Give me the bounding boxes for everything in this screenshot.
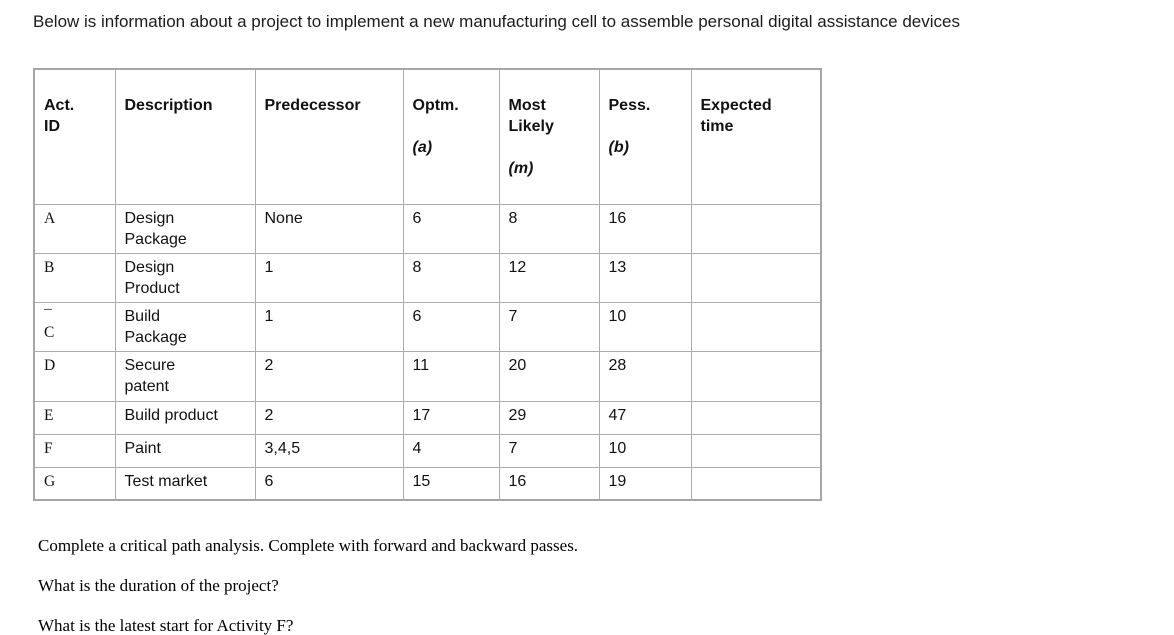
- table-row-e: E Build product 2 17 29 47: [33, 400, 822, 435]
- cell-description: Build product: [114, 400, 256, 435]
- cell-act-id: E: [33, 400, 116, 435]
- cell-act-id: B: [33, 252, 116, 304]
- cell-most-likely: 20: [498, 351, 600, 402]
- cell-pessimistic: 16: [598, 203, 692, 254]
- cell-optimistic: 17: [402, 400, 500, 435]
- cell-pessimistic: 13: [598, 252, 692, 304]
- questions-block: Complete a critical path analysis. Compl…: [38, 536, 1154, 635]
- table-body: A Design Package None 6 8 16 B Design Pr…: [33, 203, 822, 501]
- cell-pessimistic: 10: [598, 433, 692, 468]
- cell-act-id: D: [33, 351, 116, 402]
- cell-optimistic: 6: [402, 302, 500, 353]
- cell-act-id: A: [33, 203, 116, 254]
- question-project-duration: What is the duration of the project?: [38, 576, 279, 596]
- instruction-critical-path: Complete a critical path analysis. Compl…: [38, 536, 579, 556]
- cell-expected-time: [690, 203, 822, 254]
- header-label: Act. ID: [44, 97, 75, 136]
- table-row-b: B Design Product 1 8 12 13: [33, 252, 822, 304]
- table-row-c: ¯ C Build Package 1 6 7 10: [33, 302, 822, 353]
- cell-most-likely: 16: [498, 466, 600, 501]
- header-label: Most Likely: [508, 97, 554, 136]
- table-row-f: F Paint 3,4,5 4 7 10: [33, 433, 822, 468]
- cell-most-likely: 7: [498, 433, 600, 468]
- cell-expected-time: [690, 400, 822, 435]
- cell-pessimistic: 19: [598, 466, 692, 501]
- header-expected-time: Expected time: [690, 68, 822, 205]
- activity-table: Act. ID Description Predecessor Optm. (a…: [33, 68, 822, 502]
- header-predecessor: Predecessor: [254, 68, 404, 205]
- cell-optimistic: 8: [402, 252, 500, 304]
- cell-optimistic: 6: [402, 203, 500, 254]
- table-row-g: G Test market 6 15 16 19: [33, 466, 822, 501]
- cell-expected-time: [690, 433, 822, 468]
- header-label: Description: [124, 97, 213, 115]
- cell-description: Secure patent: [114, 351, 256, 402]
- table-header: Act. ID Description Predecessor Optm. (a…: [33, 68, 822, 205]
- cell-most-likely: 29: [498, 400, 600, 435]
- header-sublabel: (a): [412, 139, 433, 157]
- cell-pessimistic: 47: [598, 400, 692, 435]
- header-sublabel: (m): [508, 160, 534, 178]
- cell-optimistic: 4: [402, 433, 500, 468]
- cell-predecessor: 6: [254, 466, 404, 501]
- header-row: Act. ID Description Predecessor Optm. (a…: [33, 68, 822, 205]
- table-row-a: A Design Package None 6 8 16: [33, 203, 822, 254]
- cell-predecessor: 3,4,5: [254, 433, 404, 468]
- cell-act-id: G: [33, 466, 116, 501]
- cell-act-id: F: [33, 433, 116, 468]
- cell-description: Design Product: [114, 252, 256, 304]
- cell-optimistic: 11: [402, 351, 500, 402]
- cell-expected-time: [690, 252, 822, 304]
- table-row-d: D Secure patent 2 11 20 28: [33, 351, 822, 402]
- header-label: Pess.: [608, 97, 651, 115]
- header-sublabel: (b): [608, 139, 629, 157]
- cell-description: Paint: [114, 433, 256, 468]
- cell-most-likely: 12: [498, 252, 600, 304]
- header-most-likely: Most Likely (m): [498, 68, 600, 205]
- cell-expected-time: [690, 302, 822, 353]
- cell-predecessor: 2: [254, 400, 404, 435]
- cell-expected-time: [690, 351, 822, 402]
- cell-description: Design Package: [114, 203, 256, 254]
- cell-description: Build Package: [114, 302, 256, 353]
- cell-act-id: ¯ C: [33, 302, 116, 353]
- cell-expected-time: [690, 466, 822, 501]
- cell-optimistic: 15: [402, 466, 500, 501]
- header-pessimistic: Pess. (b): [598, 68, 692, 205]
- cell-pessimistic: 10: [598, 302, 692, 353]
- header-label: Expected time: [700, 97, 772, 136]
- cell-pessimistic: 28: [598, 351, 692, 402]
- header-label: Predecessor: [264, 97, 361, 115]
- cell-predecessor: 2: [254, 351, 404, 402]
- header-optimistic: Optm. (a): [402, 68, 500, 205]
- cell-most-likely: 7: [498, 302, 600, 353]
- cell-most-likely: 8: [498, 203, 600, 254]
- cell-predecessor: 1: [254, 252, 404, 304]
- header-description: Description: [114, 68, 256, 205]
- question-latest-start-f: What is the latest start for Activity F?: [38, 616, 294, 635]
- page-title: Below is information about a project to …: [33, 12, 960, 31]
- cell-predecessor: 1: [254, 302, 404, 353]
- cell-predecessor: None: [254, 203, 404, 254]
- header-label: Optm.: [412, 97, 459, 115]
- cell-description: Test market: [114, 466, 256, 501]
- header-act-id: Act. ID: [33, 68, 116, 205]
